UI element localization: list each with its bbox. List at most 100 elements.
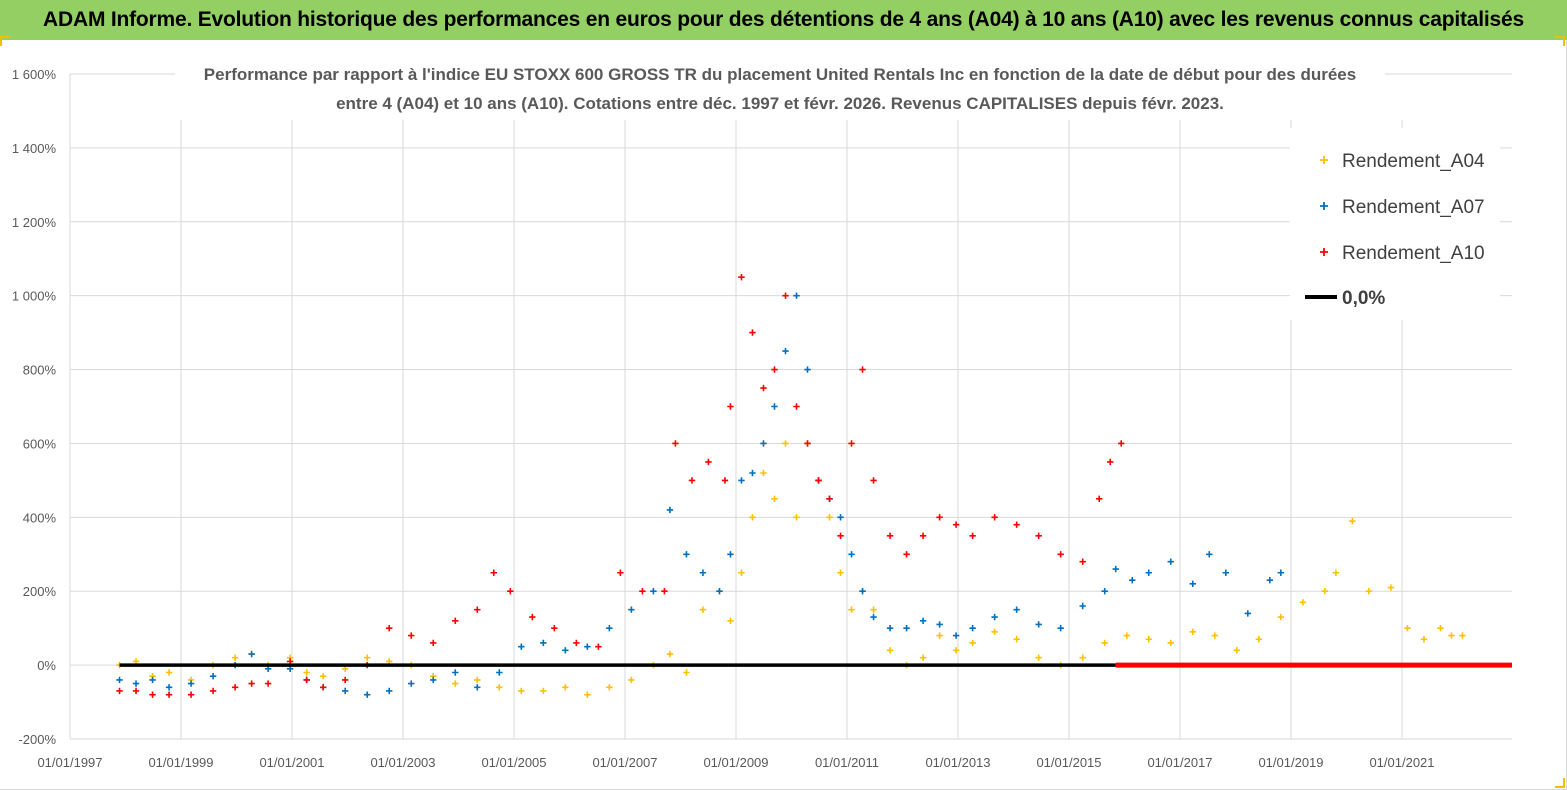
data-point xyxy=(688,477,696,484)
data-point xyxy=(1101,588,1108,595)
data-point xyxy=(386,687,393,695)
y-tick-label: 1 400% xyxy=(12,141,57,156)
data-point xyxy=(1420,636,1428,643)
data-point xyxy=(452,669,459,676)
data-point xyxy=(149,691,156,698)
chart-title-line-2: entre 4 (A04) et 10 ans (A10). Cotations… xyxy=(336,94,1224,113)
x-tick-label: 01/01/2011 xyxy=(815,755,879,770)
data-point xyxy=(165,684,173,691)
data-point xyxy=(573,639,580,647)
data-point xyxy=(540,639,547,647)
data-point xyxy=(1101,639,1108,647)
data-point xyxy=(870,613,877,621)
data-point xyxy=(341,687,349,695)
data-point xyxy=(562,684,569,691)
data-point xyxy=(721,477,729,484)
data-point xyxy=(969,624,976,632)
data-point xyxy=(826,514,833,521)
data-point xyxy=(760,469,767,477)
data-point xyxy=(1167,639,1174,647)
data-point xyxy=(903,551,910,558)
data-point xyxy=(264,680,272,687)
data-point xyxy=(936,632,943,639)
data-point xyxy=(1222,569,1229,576)
legend-label: Rendement_A07 xyxy=(1342,197,1485,218)
y-tick-label: 800% xyxy=(23,363,57,378)
data-point xyxy=(1448,632,1455,639)
title-banner: ADAM Informe. Evolution historique des p… xyxy=(0,0,1567,40)
data-point xyxy=(991,613,998,621)
data-point xyxy=(364,691,371,698)
data-point xyxy=(1035,654,1042,661)
legend-marker xyxy=(1320,156,1328,164)
legend-label: Rendement_A04 xyxy=(1342,151,1485,172)
data-point xyxy=(562,647,569,654)
data-point xyxy=(870,477,877,484)
data-point xyxy=(116,676,123,684)
data-point xyxy=(132,687,140,695)
data-point xyxy=(1233,647,1241,654)
data-point xyxy=(364,654,371,661)
data-point xyxy=(540,687,547,695)
data-point xyxy=(952,521,960,528)
data-point xyxy=(452,617,459,624)
data-point xyxy=(793,292,800,299)
x-tick-label: 01/01/2005 xyxy=(481,755,546,770)
data-point xyxy=(1255,636,1263,643)
data-point xyxy=(1365,588,1373,595)
data-point xyxy=(952,632,960,639)
data-point xyxy=(848,606,855,613)
data-point xyxy=(408,680,415,687)
x-tick-label: 01/01/2009 xyxy=(703,755,768,770)
data-point xyxy=(303,676,310,684)
banner-title: ADAM Informe. Evolution historique des p… xyxy=(43,8,1524,31)
data-point xyxy=(837,514,844,521)
data-point xyxy=(749,514,756,521)
data-point xyxy=(617,569,624,576)
data-point xyxy=(1266,576,1274,584)
data-point xyxy=(837,569,844,576)
data-point xyxy=(672,440,679,447)
legend-marker xyxy=(1320,248,1328,256)
data-point xyxy=(919,617,927,624)
legend-marker xyxy=(1320,202,1328,210)
data-point xyxy=(705,458,712,466)
data-point xyxy=(771,366,778,373)
data-point xyxy=(886,532,894,540)
data-point xyxy=(886,624,894,632)
data-point xyxy=(496,684,503,691)
data-point xyxy=(149,676,156,684)
data-point xyxy=(606,684,613,691)
data-point xyxy=(716,588,723,595)
x-tick-label: 01/01/1997 xyxy=(37,755,102,770)
data-point xyxy=(1404,624,1411,632)
data-point xyxy=(1035,621,1042,628)
data-point xyxy=(870,606,877,613)
data-point xyxy=(1189,580,1196,588)
data-point xyxy=(248,680,255,687)
x-tick-label: 01/01/2019 xyxy=(1258,755,1323,770)
data-point xyxy=(1013,521,1020,528)
y-tick-label: 1 600% xyxy=(12,67,57,82)
data-point xyxy=(919,532,927,540)
data-point xyxy=(507,588,514,595)
data-point xyxy=(859,588,866,595)
data-point xyxy=(749,469,756,477)
y-tick-label: 400% xyxy=(23,510,57,525)
data-point xyxy=(1129,576,1136,584)
data-point xyxy=(1112,565,1119,573)
x-tick-label: 01/01/2013 xyxy=(925,755,990,770)
data-point xyxy=(319,684,327,691)
data-point xyxy=(771,403,778,410)
data-point xyxy=(496,669,503,676)
data-point xyxy=(1299,599,1307,606)
y-tick-label: 0% xyxy=(37,658,56,673)
data-point xyxy=(1459,632,1466,639)
data-point xyxy=(991,628,998,636)
data-point xyxy=(826,495,833,503)
y-tick-label: 200% xyxy=(23,584,57,599)
frame-corner-bottom-right xyxy=(1555,778,1565,788)
data-point xyxy=(1206,551,1213,558)
data-point xyxy=(584,691,591,698)
x-tick-label: 01/01/1999 xyxy=(148,755,213,770)
